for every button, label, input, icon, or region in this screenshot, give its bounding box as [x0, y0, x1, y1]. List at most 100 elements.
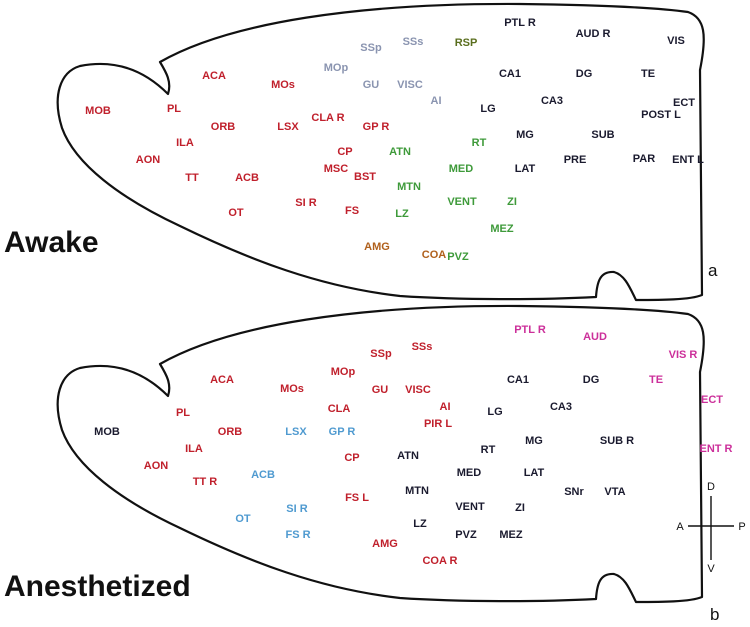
region-label-anesthetized-ila: ILA — [185, 443, 203, 455]
region-label-awake-pre: PRE — [564, 154, 587, 166]
brain-outline-anesthetized — [56, 304, 705, 604]
region-label-awake-msc: MSC — [324, 163, 349, 175]
region-label-anesthetized-fs-l: FS L — [345, 492, 369, 504]
region-label-awake-orb: ORB — [211, 121, 236, 133]
region-label-awake-mtn: MTN — [397, 181, 421, 193]
region-label-awake-ect: ECT — [673, 97, 695, 109]
region-label-anesthetized-cp: CP — [344, 452, 359, 464]
orientation-compass: D V A P — [676, 481, 745, 575]
region-label-awake-mg: MG — [516, 129, 534, 141]
region-label-awake-bst: BST — [354, 171, 376, 183]
state-label-anesthetized: Anesthetized — [4, 570, 191, 603]
region-label-anesthetized-pvz: PVZ — [455, 529, 477, 541]
region-label-anesthetized-lg: LG — [487, 406, 502, 418]
region-label-awake-lz: LZ — [395, 208, 409, 220]
panel-letter-b: b — [710, 605, 719, 624]
region-label-awake-mos: MOs — [271, 79, 295, 91]
region-label-anesthetized-sss: SSs — [412, 341, 433, 353]
region-labels-anesthetized: PTL R AUD SSs SSp VIS R MOp ACA MOs GU VISC CA1 DG T… — [94, 324, 732, 567]
region-label-anesthetized-lat: LAT — [524, 467, 545, 479]
region-label-awake-te: TE — [641, 68, 655, 80]
region-label-anesthetized-si-r: SI R — [286, 503, 307, 515]
region-label-anesthetized-atn: ATN — [397, 450, 419, 462]
region-label-awake-pl: PL — [167, 103, 181, 115]
region-label-awake-amg: AMG — [364, 241, 390, 253]
region-label-awake-ptl-r: PTL R — [504, 17, 536, 29]
region-label-awake-acb: ACB — [235, 172, 259, 184]
region-label-anesthetized-acb: ACB — [251, 469, 275, 481]
region-label-anesthetized-pl: PL — [176, 407, 190, 419]
region-label-anesthetized-aca: ACA — [210, 374, 234, 386]
region-label-anesthetized-gu: GU — [372, 384, 389, 396]
region-label-awake-pvz: PVZ — [447, 251, 469, 263]
region-label-awake-aca: ACA — [202, 70, 226, 82]
region-label-awake-ot: OT — [228, 207, 244, 219]
region-label-anesthetized-rt: RT — [481, 444, 496, 456]
region-label-anesthetized-amg: AMG — [372, 538, 398, 550]
region-label-anesthetized-sub-r: SUB R — [600, 435, 634, 447]
compass-ventral-label: V — [707, 563, 715, 575]
region-label-awake-gp-r: GP R — [363, 121, 390, 133]
compass-dorsal-label: D — [707, 481, 715, 493]
region-label-awake-par: PAR — [633, 153, 655, 165]
region-label-anesthetized-mez: MEZ — [499, 529, 523, 541]
region-label-awake-post-l: POST L — [641, 109, 681, 121]
region-label-anesthetized-pir-l: PIR L — [424, 418, 452, 430]
region-label-anesthetized-mos: MOs — [280, 383, 304, 395]
region-label-anesthetized-lsx: LSX — [285, 426, 307, 438]
region-label-anesthetized-coa-r: COA R — [422, 555, 457, 567]
region-label-awake-vent: VENT — [447, 196, 477, 208]
region-label-awake-dg: DG — [576, 68, 593, 80]
region-label-anesthetized-orb: ORB — [218, 426, 243, 438]
region-label-anesthetized-ai: AI — [440, 401, 451, 413]
region-label-awake-ca3: CA3 — [541, 95, 563, 107]
region-label-anesthetized-fs-r: FS R — [285, 529, 310, 541]
region-label-awake-med: MED — [449, 163, 474, 175]
region-label-anesthetized-ssp: SSp — [370, 348, 392, 360]
region-label-anesthetized-aon: AON — [144, 460, 169, 472]
region-label-awake-lsx: LSX — [277, 121, 299, 133]
region-label-awake-vis: VIS — [667, 35, 685, 47]
region-label-awake-si-r: SI R — [295, 197, 316, 209]
region-label-awake-rsp: RSP — [455, 37, 478, 49]
region-label-awake-aon: AON — [136, 154, 161, 166]
region-label-anesthetized-visc: VISC — [405, 384, 431, 396]
region-label-awake-sss: SSs — [403, 36, 424, 48]
region-label-anesthetized-vis-r: VIS R — [669, 349, 698, 361]
region-label-awake-zi: ZI — [507, 196, 517, 208]
region-label-awake-ila: ILA — [176, 137, 194, 149]
region-label-anesthetized-te: TE — [649, 374, 663, 386]
region-label-anesthetized-gp-r: GP R — [329, 426, 356, 438]
region-label-awake-cla-r: CLA R — [311, 112, 344, 124]
region-label-awake-gu: GU — [363, 79, 380, 91]
region-label-awake-ca1: CA1 — [499, 68, 521, 80]
region-label-anesthetized-vta: VTA — [604, 486, 625, 498]
region-label-awake-tt: TT — [185, 172, 199, 184]
panel-letter-a: a — [708, 261, 718, 280]
region-label-awake-mop: MOp — [324, 62, 349, 74]
region-label-anesthetized-mtn: MTN — [405, 485, 429, 497]
region-label-anesthetized-snr: SNr — [564, 486, 584, 498]
region-label-anesthetized-ot: OT — [235, 513, 251, 525]
region-label-awake-cp: CP — [337, 146, 352, 158]
region-label-awake-ssp: SSp — [360, 42, 382, 54]
region-label-anesthetized-zi: ZI — [515, 502, 525, 514]
region-label-anesthetized-mop: MOp — [331, 366, 356, 378]
region-label-awake-ai: AI — [431, 95, 442, 107]
region-label-anesthetized-med: MED — [457, 467, 482, 479]
region-label-anesthetized-mg: MG — [525, 435, 543, 447]
region-label-anesthetized-ca1: CA1 — [507, 374, 529, 386]
region-label-awake-coa: COA — [422, 249, 447, 261]
region-label-anesthetized-ent-r: ENT R — [700, 443, 733, 455]
region-label-anesthetized-lz: LZ — [413, 518, 427, 530]
region-label-awake-mez: MEZ — [490, 223, 514, 235]
region-label-awake-rt: RT — [472, 137, 487, 149]
compass-anterior-label: A — [676, 521, 684, 533]
brain-outline-awake — [56, 2, 705, 302]
region-label-awake-ent-l: ENT L — [672, 154, 704, 166]
region-label-awake-mob: MOB — [85, 105, 111, 117]
region-label-awake-visc: VISC — [397, 79, 423, 91]
region-label-awake-sub: SUB — [591, 129, 614, 141]
region-label-anesthetized-aud: AUD — [583, 331, 607, 343]
